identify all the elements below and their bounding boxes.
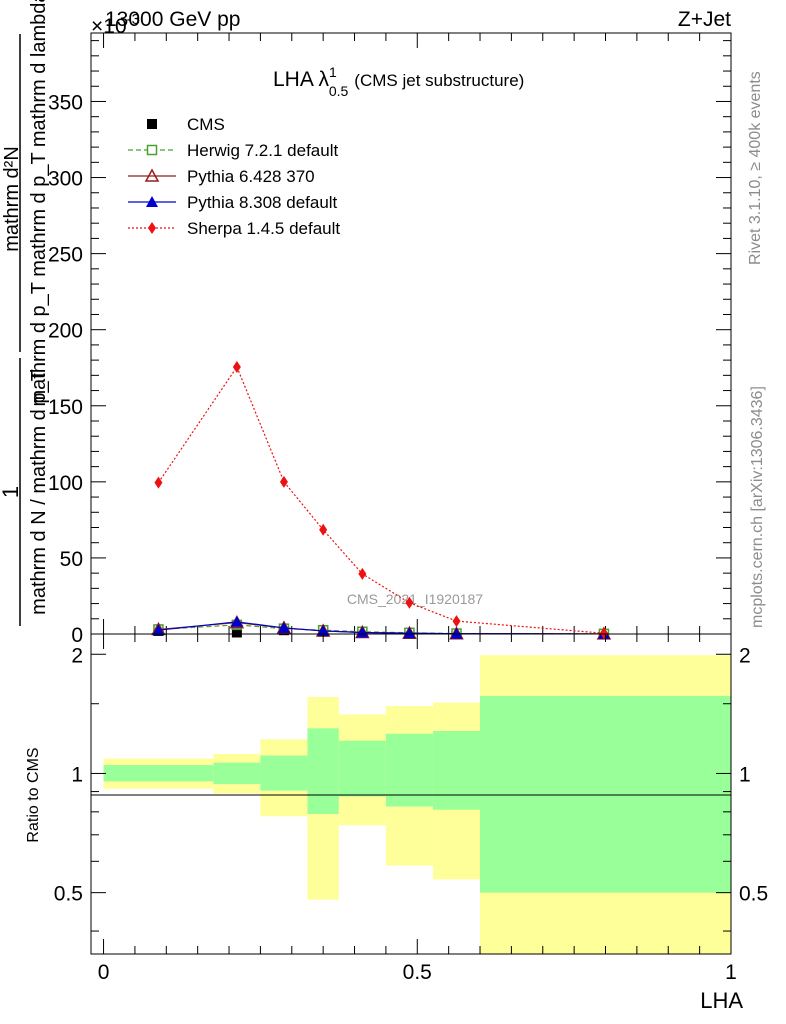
ylabel-prefix-denominator: mathrm d N / mathrm d p_T — [28, 369, 50, 615]
chart-title: LHA λ1 0.5(CMS jet substructure) — [273, 64, 524, 99]
legend-label-pythia8: Pythia 8.308 default — [187, 193, 338, 212]
point-sherpa — [279, 475, 288, 488]
ratio-ylabel: Ratio to CMS — [25, 747, 42, 842]
ratio-bands — [103, 655, 731, 954]
series-sherpa — [154, 360, 608, 640]
ratio-band-inner — [213, 762, 261, 785]
legend-marker-pythia8 — [146, 196, 158, 207]
ylabel-denominator: mathrm d p_T mathrm d p_T mathrm d lambd… — [28, 0, 50, 406]
header-right: Z+Jet — [678, 8, 731, 31]
watermark: CMS_2021_I1920187 — [347, 591, 483, 607]
legend-label-cms: CMS — [187, 115, 225, 134]
rivet-label: Rivet 3.1.10, ≥ 400k events — [747, 71, 764, 265]
ratio-band-inner — [307, 728, 339, 814]
ratio-band-inner — [338, 740, 386, 797]
legend-marker-sherpa — [148, 222, 156, 234]
legend-marker-pythia6 — [144, 168, 160, 182]
ratio-axis-ticks — [91, 634, 732, 954]
legend-label-sherpa: Sherpa 1.4.5 default — [187, 219, 340, 238]
point-sherpa — [154, 476, 163, 489]
ratio-ytick-label: 1 — [71, 763, 83, 786]
ratio-panel: 0.5 0.5 1 1 2 2 0 0.5 1 Ratio to CMS LHA — [25, 633, 768, 1013]
ratio-band-inner — [260, 755, 308, 791]
point-pythia8 — [230, 615, 243, 627]
main-ytick-label: 350 — [48, 91, 83, 114]
legend-marker-herwig — [146, 144, 158, 156]
ratio-ytick-label: 0.5 — [54, 883, 83, 906]
point-sherpa — [358, 567, 367, 580]
header-left: 13000 GeV pp — [105, 8, 240, 31]
point-cms — [231, 627, 242, 638]
ratio-tick-labels: 0.5 0.5 1 1 2 2 0 0.5 1 — [54, 644, 768, 984]
ratio-frame — [90, 633, 732, 955]
ratio-band-inner — [480, 695, 731, 893]
point-pythia8 — [152, 624, 165, 636]
point-sherpa — [232, 360, 241, 373]
main-ytick-label: 200 — [48, 320, 83, 343]
ratio-ytick-label-right: 2 — [739, 644, 751, 667]
main-ytick-labels: 0 50 100 150 200 250 300 350 — [48, 91, 83, 647]
ratio-band-inner — [432, 731, 481, 810]
point-pythia8 — [277, 621, 290, 633]
series-pythia8 — [152, 615, 610, 639]
main-ytick-label: 50 — [60, 548, 83, 571]
main-ytick-label: 0 — [71, 624, 83, 647]
ratio-xtick-label: 1 — [725, 961, 737, 984]
main-ytick-label: 300 — [48, 168, 83, 191]
main-ytick-label: 100 — [48, 472, 83, 495]
exponent-label: ×10-3 — [91, 11, 140, 38]
point-pythia8 — [403, 627, 416, 639]
point-pythia8 — [356, 626, 369, 638]
series-pythia6 — [151, 615, 612, 640]
ratio-ytick-label-right: 1 — [739, 763, 751, 786]
ratio-xtick-label: 0.5 — [403, 961, 432, 984]
main-panel: 0 50 100 150 200 250 300 350 CMS_2021_I1920187 — [48, 32, 732, 647]
series-line-pythia8 — [158, 621, 604, 635]
ratio-band-inner — [385, 733, 433, 807]
mcplots-label: mcplots.cern.ch [arXiv:1306.3436] — [749, 386, 766, 628]
main-ytick-label: 150 — [48, 396, 83, 419]
legend-label-herwig: Herwig 7.2.1 default — [187, 141, 338, 160]
ratio-ytick-label-right: 0.5 — [739, 883, 768, 906]
point-sherpa — [452, 615, 461, 628]
ylabel-prefix-numerator: 1 — [0, 486, 23, 498]
ratio-ytick-label: 2 — [71, 644, 83, 667]
legend-item-sherpa: Sherpa 1.4.5 default — [128, 219, 340, 238]
legend-item-pythia8: Pythia 8.308 default — [128, 193, 338, 212]
ylabel-numerator: mathrm d²N — [1, 146, 23, 252]
point-sherpa — [319, 523, 328, 536]
main-ytick-label: 250 — [48, 244, 83, 267]
legend: CMS Herwig 7.2.1 default Pythia 6.428 370 P… — [128, 115, 340, 238]
ratio-xtick-label: 0 — [98, 961, 110, 984]
legend-label-pythia6: Pythia 6.428 370 — [187, 167, 315, 186]
legend-item-cms: CMS — [147, 115, 225, 134]
main-ylabel: 1 mathrm d N / mathrm d p_T mathrm d²N m… — [0, 0, 50, 626]
point-pythia8 — [450, 627, 463, 639]
point-sherpa — [405, 596, 414, 609]
x-axis-label: LHA — [700, 988, 743, 1013]
legend-item-herwig: Herwig 7.2.1 default — [128, 141, 338, 160]
point-pythia8 — [317, 624, 330, 636]
series-line-sherpa — [157, 365, 604, 634]
legend-item-pythia6: Pythia 6.428 370 — [128, 167, 315, 186]
series-cms — [153, 625, 609, 639]
ratio-band-inner — [103, 765, 214, 782]
legend-marker-cms — [147, 119, 157, 129]
